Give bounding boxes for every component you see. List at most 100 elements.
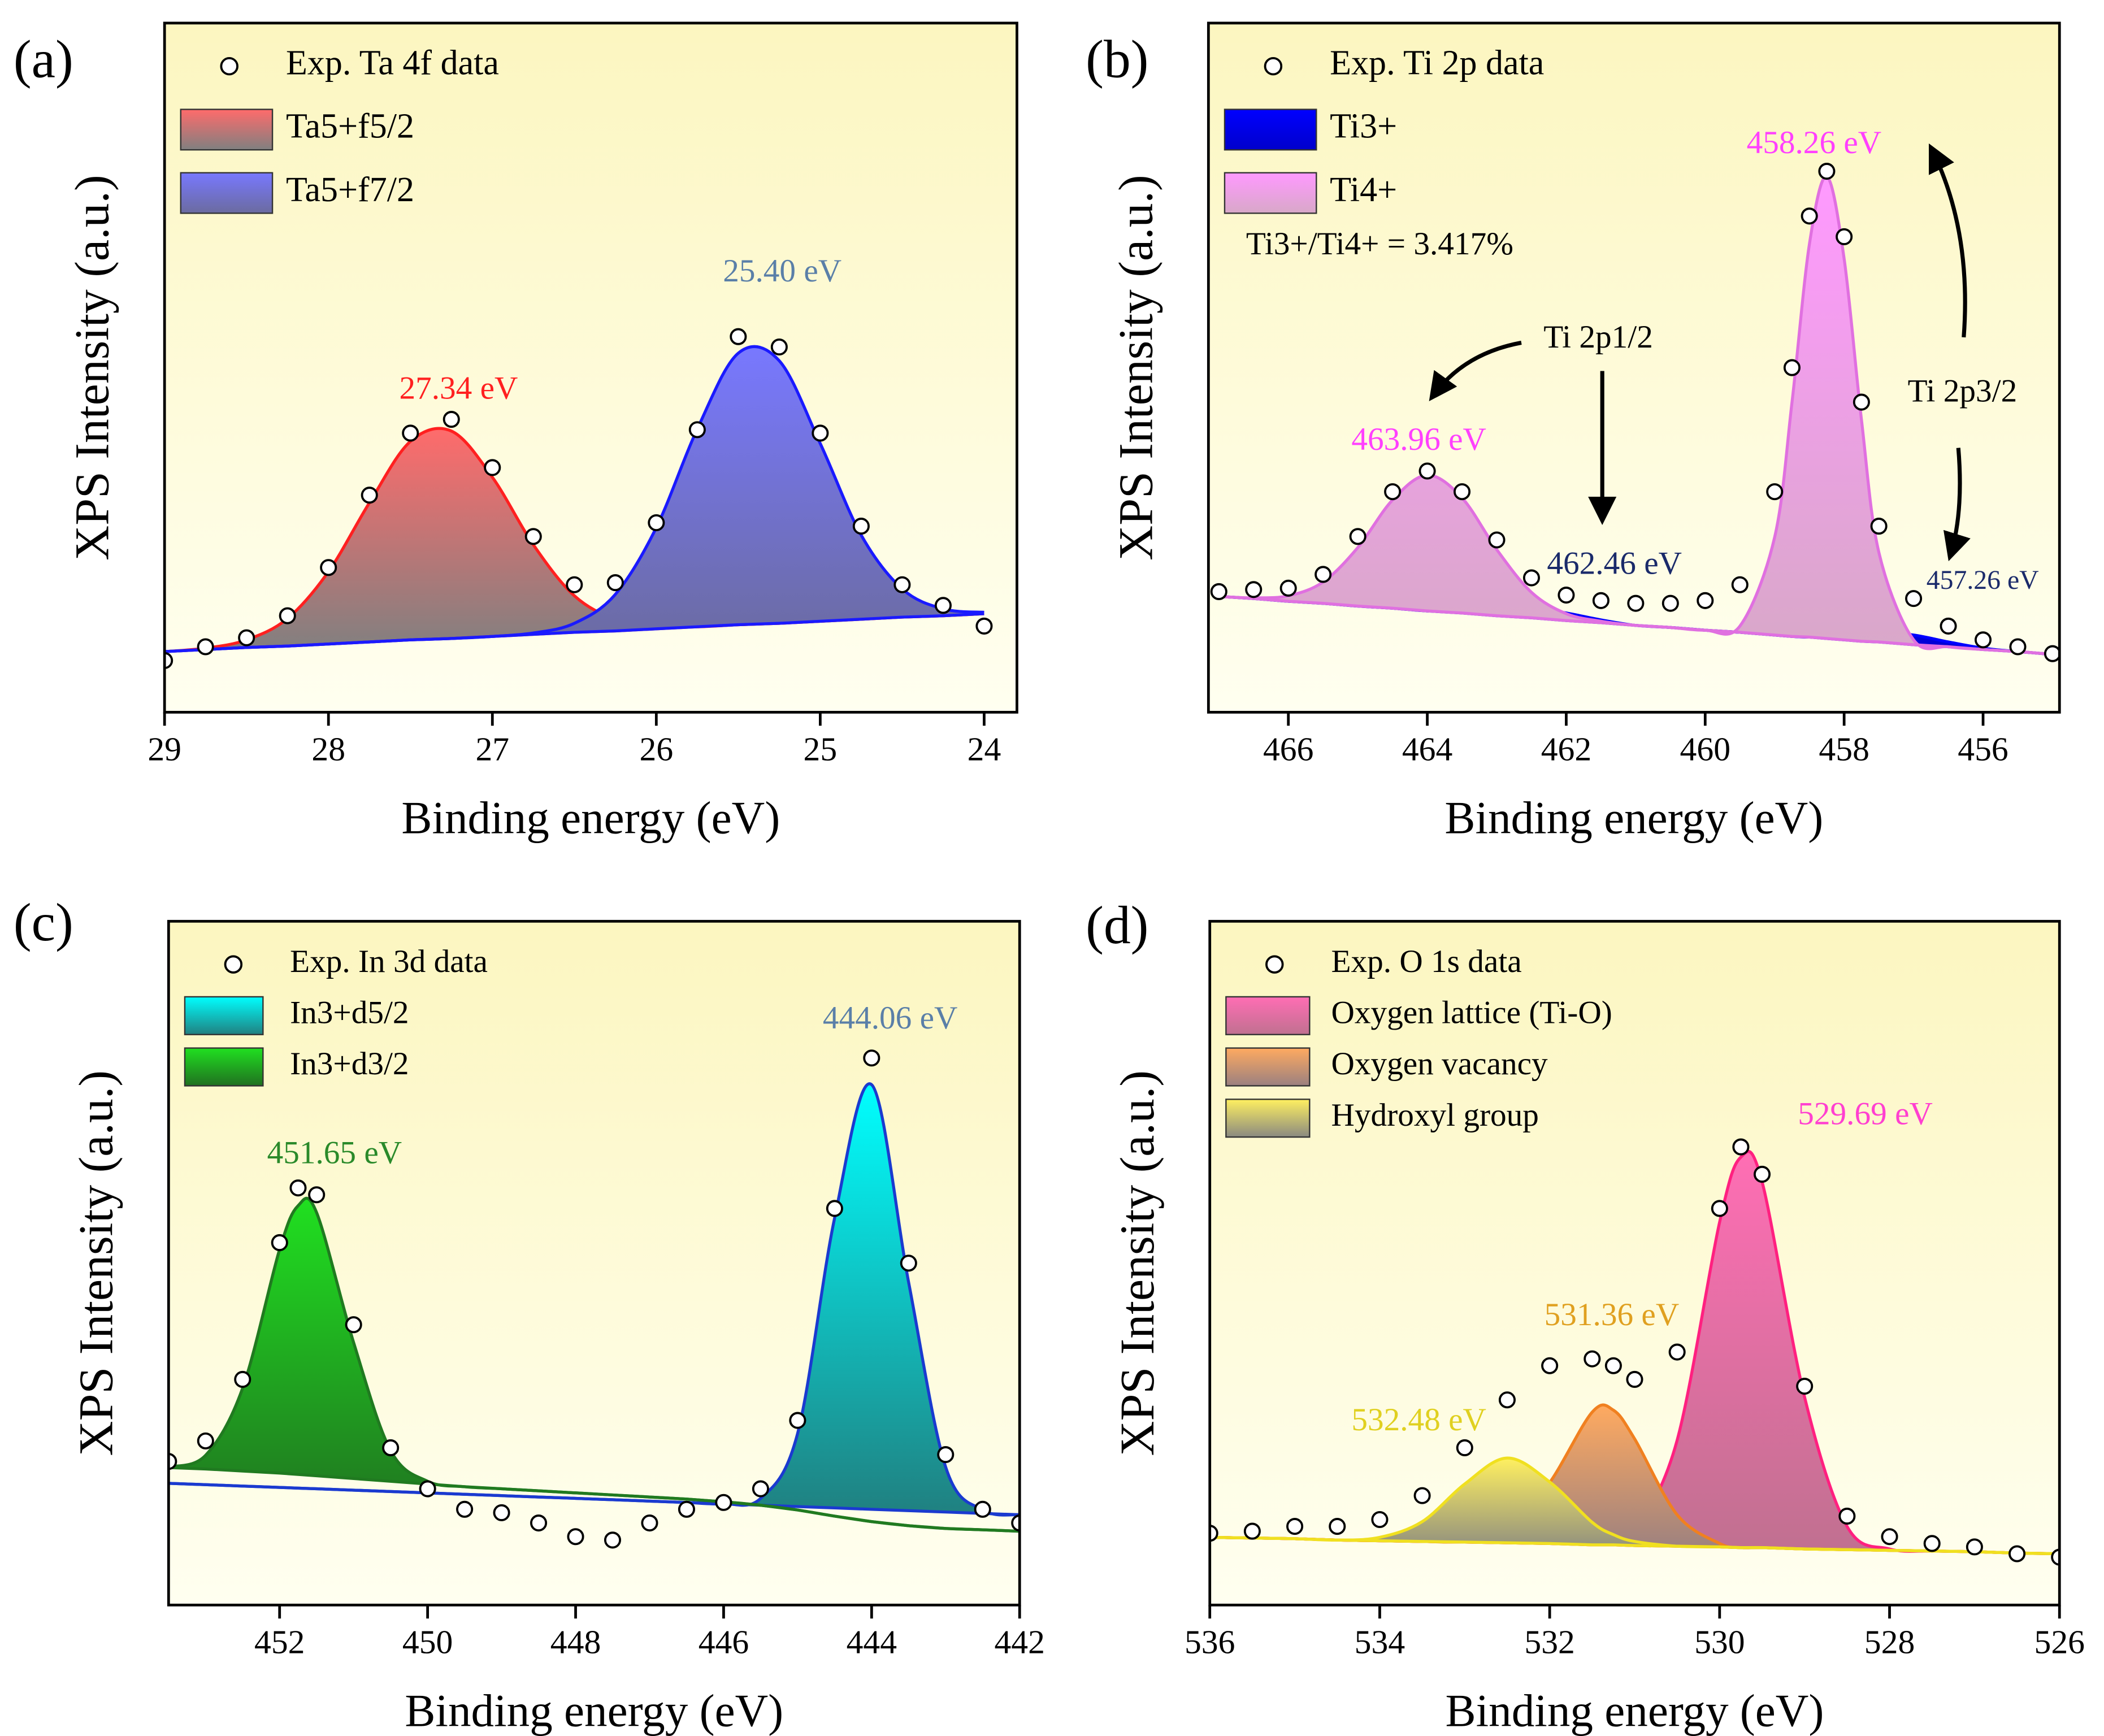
- annotation: 457.26 eV: [1927, 565, 2039, 595]
- x-axis-title: Binding energy (eV): [1444, 793, 1823, 844]
- data-point: [937, 1446, 955, 1464]
- y-axis-title: XPS Intensity (a.u.): [1110, 1070, 1164, 1456]
- legend-label: Exp. O 1s data: [1331, 944, 1522, 979]
- x-tick-label: 450: [402, 1624, 453, 1661]
- data-point: [2008, 1545, 2026, 1563]
- data-point: [863, 1049, 880, 1067]
- data-point: [456, 1500, 474, 1518]
- data-point: [641, 1514, 658, 1532]
- annotation: 532.48 eV: [1351, 1402, 1486, 1438]
- x-tick-label: 448: [550, 1624, 601, 1661]
- data-point: [197, 1432, 214, 1449]
- plot-area: [168, 1049, 1020, 1549]
- y-axis-title: XPS Intensity (a.u.): [1109, 175, 1163, 560]
- x-axis-title: Binding energy (eV): [401, 793, 780, 844]
- component-area: [168, 1083, 1020, 1516]
- legend-label: Oxygen lattice (Ti-O): [1331, 995, 1612, 1030]
- data-point: [1498, 1391, 1516, 1409]
- data-point: [1210, 583, 1227, 600]
- legend-label: Ta5+f7/2: [286, 171, 414, 209]
- data-point: [1711, 1200, 1728, 1217]
- data-point: [1488, 531, 1506, 549]
- data-point: [279, 607, 296, 624]
- legend-marker: [1265, 955, 1284, 974]
- x-tick-label: 534: [1355, 1624, 1405, 1661]
- data-point: [2009, 638, 2027, 656]
- data-point: [974, 1500, 991, 1518]
- y-axis-title: XPS Intensity (a.u.): [69, 1070, 123, 1456]
- x-axis-title: Binding energy (eV): [405, 1686, 783, 1736]
- arrow: [1943, 448, 1971, 562]
- data-point: [361, 487, 378, 504]
- data-point: [1413, 1487, 1431, 1504]
- data-point: [934, 597, 952, 614]
- legend-label: Exp. Ti 2p data: [1330, 44, 1544, 82]
- data-point: [604, 1531, 622, 1549]
- panel-label: (c): [14, 892, 73, 952]
- data-point: [1627, 594, 1645, 612]
- baseline-line: [1218, 594, 2053, 656]
- baseline-line: [168, 1466, 1020, 1533]
- x-tick-label: 29: [148, 731, 181, 768]
- legend-swatch: [1225, 996, 1311, 1035]
- data-point: [1371, 1511, 1389, 1529]
- panel-label: (b): [1086, 29, 1148, 89]
- data-point: [1286, 1518, 1304, 1535]
- x-tick-label: 528: [1864, 1624, 1915, 1661]
- data-point: [1245, 581, 1263, 598]
- data-point: [493, 1504, 510, 1521]
- data-point: [1604, 1357, 1622, 1374]
- data-point: [308, 1186, 326, 1204]
- legend-swatch: [180, 172, 274, 214]
- legend-swatch: [180, 108, 274, 151]
- data-point: [567, 1528, 584, 1546]
- x-tick-label: 452: [254, 1624, 305, 1661]
- annotation: 444.06 eV: [823, 1000, 958, 1036]
- data-point: [1243, 1522, 1261, 1540]
- data-point: [975, 617, 993, 635]
- arrows: [1429, 143, 1971, 562]
- annotation: Ti 2p3/2: [1908, 373, 2018, 409]
- data-point: [345, 1316, 362, 1334]
- component-area: [164, 346, 984, 652]
- legend-label: Exp. In 3d data: [290, 944, 488, 979]
- data-point: [524, 528, 542, 545]
- x-tick-label: 25: [804, 731, 838, 768]
- plot-frame: [1207, 21, 2061, 714]
- x-tick-label: 446: [699, 1624, 749, 1661]
- data-point: [234, 1370, 251, 1388]
- x-tick-label: 460: [1680, 731, 1730, 768]
- data-point: [1940, 617, 1957, 635]
- data-point: [443, 411, 460, 428]
- panel-label: (d): [1086, 895, 1148, 955]
- data-point: [648, 514, 665, 532]
- data-point: [164, 652, 173, 669]
- arrow: [1929, 143, 1967, 338]
- plot-area: [1209, 1138, 2060, 1566]
- data-point: [197, 638, 214, 656]
- data-point: [826, 1200, 843, 1217]
- data-point: [530, 1514, 548, 1532]
- x-tick-label: 444: [847, 1624, 897, 1661]
- data-point: [1974, 631, 1992, 649]
- data-point: [752, 1480, 769, 1498]
- data-point: [320, 559, 337, 576]
- baseline-line: [168, 1482, 1020, 1517]
- legend-marker: [1264, 57, 1283, 76]
- arrow: [1429, 340, 1522, 402]
- legend-label: Hydroxyl group: [1331, 1097, 1539, 1133]
- baseline-line: [164, 612, 984, 653]
- data-point: [402, 424, 419, 442]
- annotation: 458.26 eV: [1747, 125, 1882, 160]
- data-point: [1838, 1507, 1856, 1525]
- legend-label: In3+d5/2: [290, 995, 409, 1030]
- data-point: [770, 338, 788, 356]
- annotation: 529.69 eV: [1798, 1096, 1933, 1131]
- data-point: [382, 1439, 400, 1456]
- annotation: 451.65 eV: [267, 1135, 402, 1171]
- plot-frame: [163, 21, 1018, 714]
- x-tick-label: 526: [2034, 1624, 2085, 1661]
- data-point: [900, 1255, 917, 1272]
- legend-marker: [224, 955, 243, 974]
